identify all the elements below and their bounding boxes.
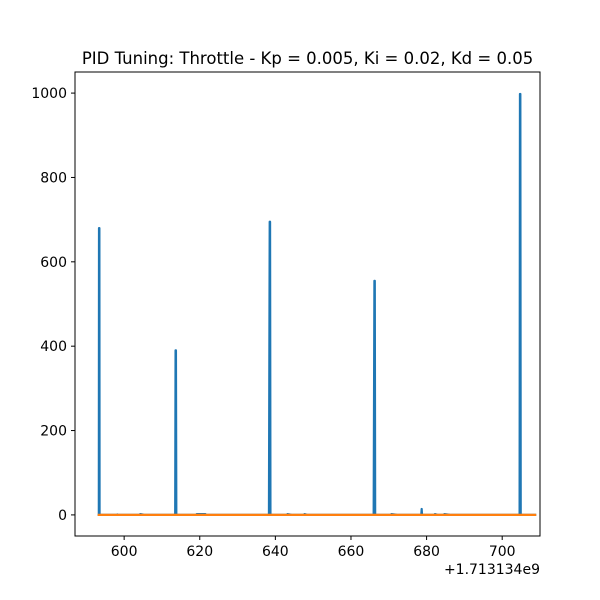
x-tick-label: 640 <box>262 544 289 560</box>
chart-title: PID Tuning: Throttle - Kp = 0.005, Ki = … <box>82 49 533 68</box>
y-tick-label: 1000 <box>31 86 67 102</box>
series-layer <box>97 92 537 517</box>
axes-layer: 600 620 640 660 680 700 0 200 400 600 800 1000 <box>31 86 515 560</box>
x-tick-label: 700 <box>489 544 516 560</box>
x-tick-label: 680 <box>413 544 440 560</box>
y-tick-label: 400 <box>40 339 67 355</box>
x-tick-label: 600 <box>111 544 138 560</box>
y-tick-label: 200 <box>40 424 67 440</box>
y-tick-label: 0 <box>58 508 67 524</box>
series-line-1 <box>97 92 537 517</box>
x-tick-label: 660 <box>338 544 365 560</box>
plot-frame <box>74 71 541 537</box>
x-offset-text: +1.713134e9 <box>444 562 540 578</box>
y-tick-label: 800 <box>40 170 67 186</box>
x-tick-label: 620 <box>186 544 213 560</box>
y-tick-label: 600 <box>40 255 67 271</box>
